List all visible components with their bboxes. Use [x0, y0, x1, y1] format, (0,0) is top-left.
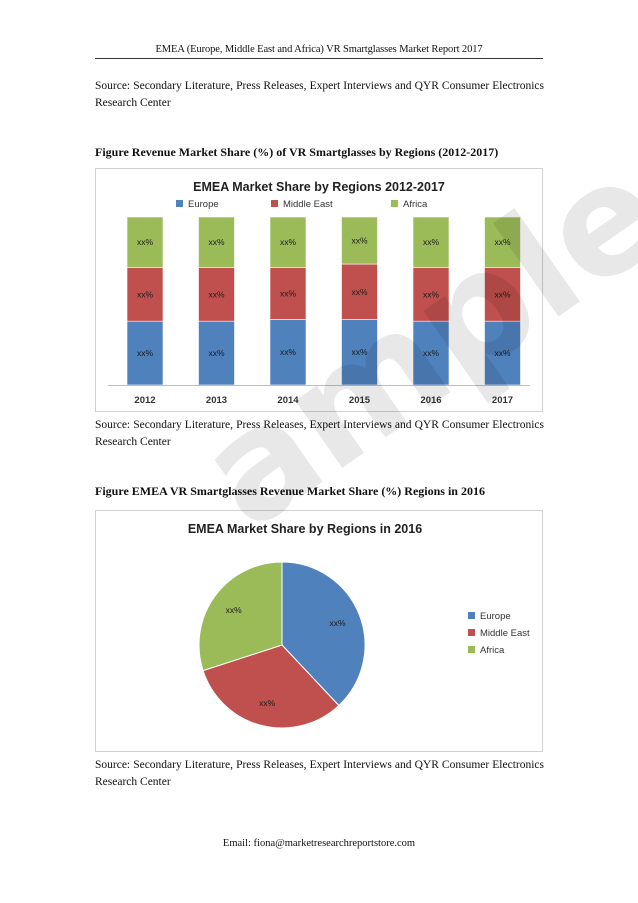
data-label-africa-2013: xx% [208, 237, 225, 247]
pie-legend-swatch-africa [468, 646, 475, 653]
x-tick-label-2017: 2017 [492, 395, 513, 406]
bar-segment-middle-east-2012 [126, 267, 164, 322]
legend-swatch-middle-east [271, 200, 278, 207]
bar-segment-africa-2014 [269, 216, 307, 268]
pie-chart-title: EMEA Market Share by Regions in 2016 [188, 522, 422, 536]
data-label-middle-east-2014: xx% [280, 288, 297, 298]
figure2-title: Figure EMEA VR Smartglasses Revenue Mark… [95, 484, 485, 498]
pie-legend-label-europe: Europe [480, 611, 511, 622]
pie-chart: EMEA Market Share by Regions in 2016 xx% x… [95, 510, 543, 752]
data-label-europe-2016: xx% [423, 348, 440, 358]
stacked-bar-chart-svg: EMEA Market Share by Regions 2012-2017 Eu… [108, 180, 530, 406]
data-label-africa-2015: xx% [351, 236, 368, 246]
pie-data-label-middle-east: xx% [259, 698, 276, 708]
data-label-middle-east-2015: xx% [351, 287, 368, 297]
legend-swatch-europe [176, 200, 183, 207]
data-label-middle-east-2017: xx% [494, 289, 511, 299]
pie-data-label-africa: xx% [226, 605, 243, 615]
bar-segment-africa-2012 [126, 216, 164, 268]
data-label-europe-2015: xx% [351, 347, 368, 357]
bar-chart-title: EMEA Market Share by Regions 2012-2017 [193, 180, 445, 194]
data-label-africa-2016: xx% [423, 237, 440, 247]
pie-legend-swatch-europe [468, 612, 475, 619]
bar-segment-middle-east-2015 [341, 263, 378, 320]
pie-legend-swatch-middle-east [468, 629, 475, 636]
data-label-europe-2017: xx% [494, 348, 511, 358]
stacked-bar-chart: EMEA Market Share by Regions 2012-2017 Eu… [95, 168, 543, 412]
bar-segment-europe-2012 [126, 320, 164, 386]
x-tick-label-2014: 2014 [277, 395, 299, 406]
bar-segment-africa-2013 [198, 216, 235, 268]
bar-segment-africa-2015 [341, 216, 378, 265]
data-label-middle-east-2016: xx% [423, 289, 440, 299]
data-label-europe-2012: xx% [137, 348, 154, 358]
source-note-1: Source: Secondary Literature, Press Rele… [95, 80, 544, 109]
data-label-europe-2013: xx% [208, 348, 225, 358]
pie-slice-middle-east [202, 644, 340, 729]
bar-segment-africa-2016 [412, 216, 450, 268]
data-label-middle-east-2013: xx% [208, 289, 225, 299]
pie-data-label-europe: xx% [330, 618, 347, 628]
footer-email: Email: fiona@marketresearchreportstore.c… [222, 838, 416, 849]
page-header: EMEA (Europe, Middle East and Africa) VR… [155, 44, 483, 55]
bar-segment-africa-2017 [484, 216, 521, 268]
bar-segment-europe-2016 [412, 320, 450, 386]
pie-legend-label-africa: Africa [480, 645, 505, 656]
data-label-middle-east-2012: xx% [137, 289, 154, 299]
data-label-europe-2014: xx% [280, 347, 297, 357]
x-tick-label-2015: 2015 [349, 395, 371, 406]
bar-segment-europe-2013 [198, 320, 235, 386]
x-tick-label-2013: 2013 [206, 395, 227, 406]
x-tick-label-2016: 2016 [420, 395, 441, 406]
bar-segment-middle-east-2017 [484, 267, 521, 322]
header-rule [95, 58, 543, 59]
legend-label-middle-east: Middle East [283, 199, 333, 210]
figure1-title: Figure Revenue Market Share (%) of VR Sm… [95, 145, 499, 159]
legend-swatch-africa [391, 200, 398, 207]
source-note-2: Source: Secondary Literature, Press Rele… [95, 419, 544, 448]
data-label-africa-2017: xx% [494, 237, 511, 247]
pie-chart-svg: EMEA Market Share by Regions in 2016 xx% x… [188, 522, 530, 729]
bar-segment-middle-east-2013 [198, 267, 235, 322]
pie-legend-label-middle-east: Middle East [480, 628, 530, 639]
bar-segment-europe-2017 [484, 320, 521, 386]
pie-slice-africa [198, 561, 283, 672]
pie-slice-europe [281, 561, 366, 707]
legend-label-africa: Africa [403, 199, 428, 210]
legend-label-europe: Europe [188, 199, 219, 210]
source-note-3: Source: Secondary Literature, Press Rele… [95, 759, 544, 788]
data-label-africa-2014: xx% [280, 237, 297, 247]
x-tick-label-2012: 2012 [134, 395, 155, 406]
data-label-africa-2012: xx% [137, 237, 154, 247]
bar-segment-middle-east-2014 [269, 267, 307, 320]
bar-segment-europe-2015 [341, 319, 378, 386]
